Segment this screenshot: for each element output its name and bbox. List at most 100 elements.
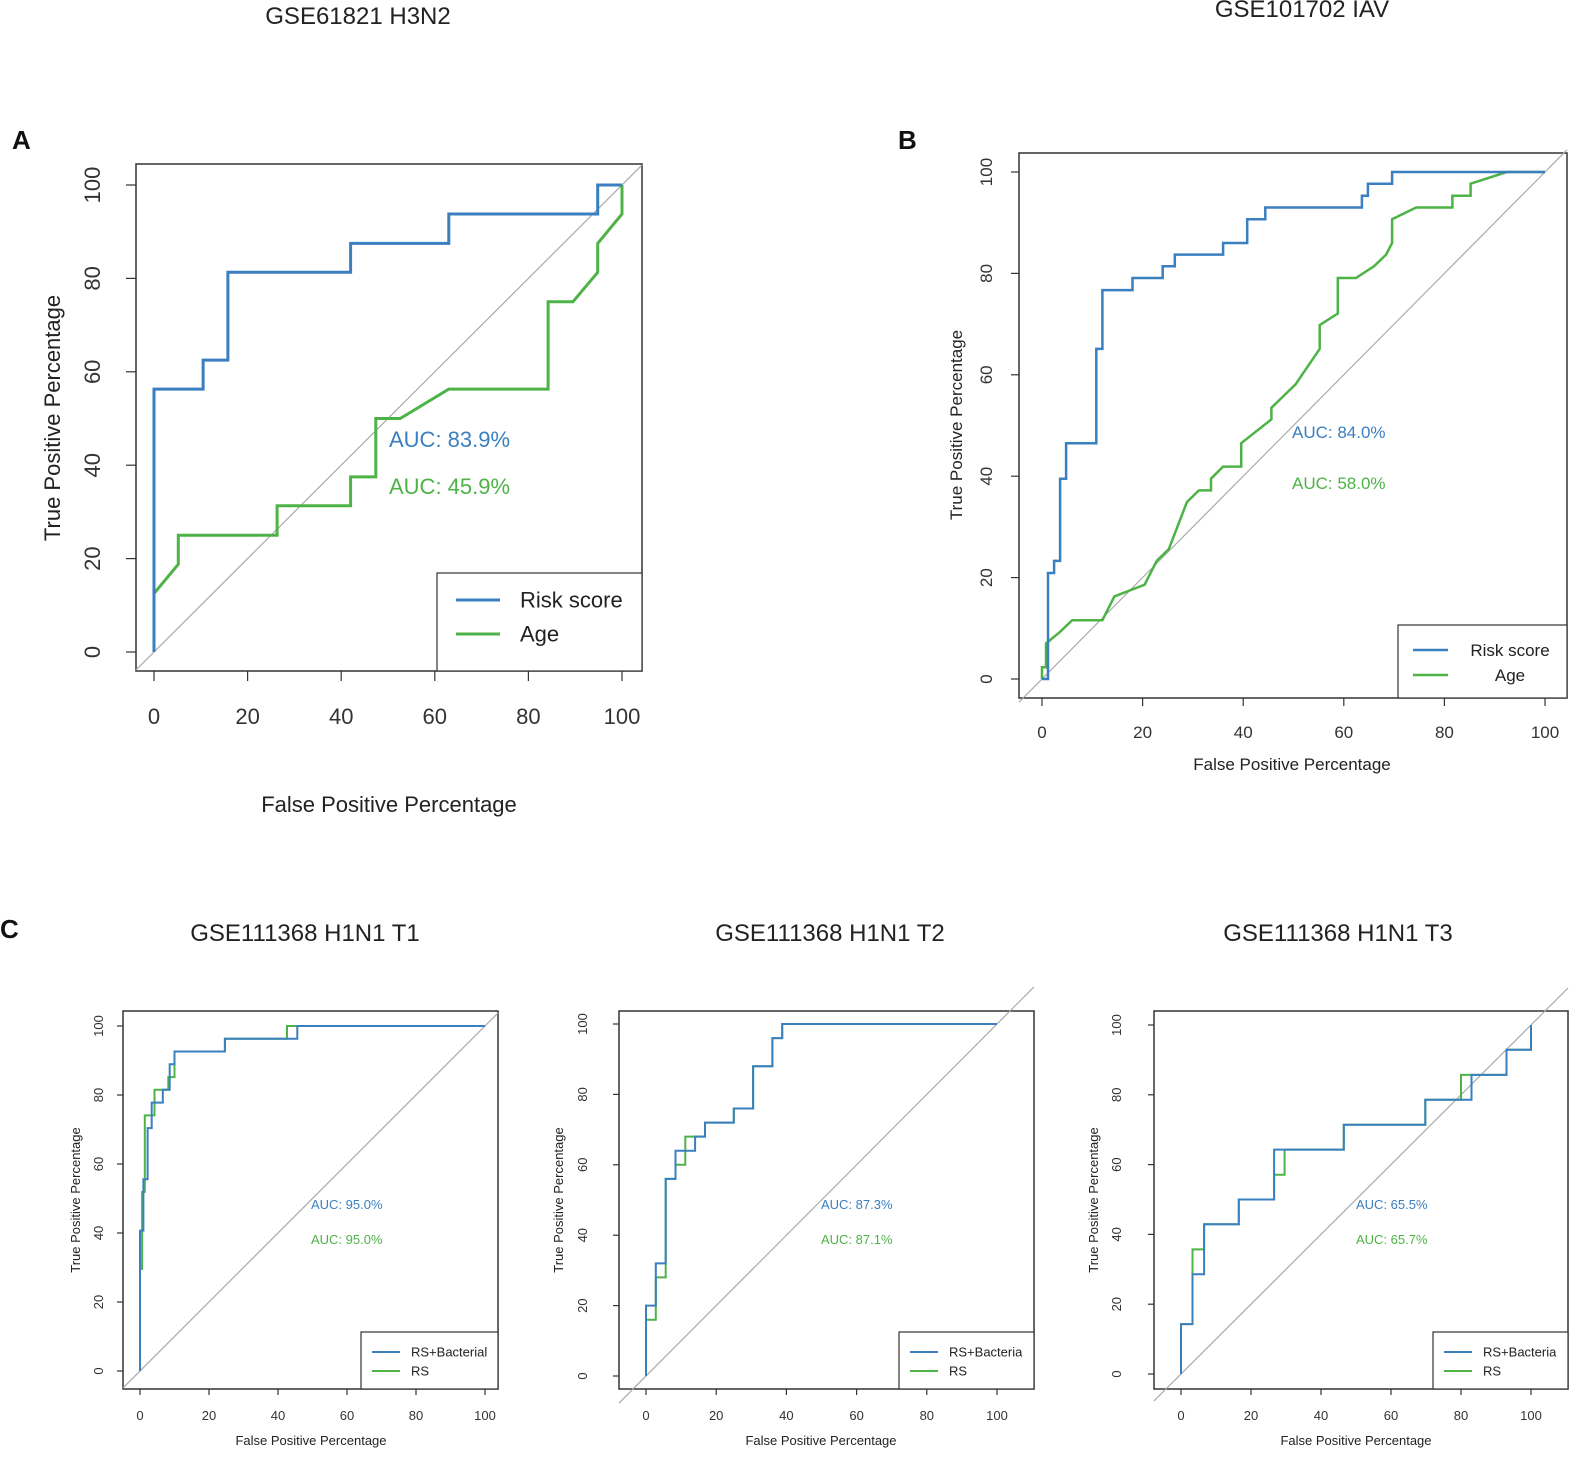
panel-label-a: A (12, 125, 31, 155)
chart-title: GSE111368 H1N1 T1 (190, 920, 419, 947)
x-axis-label: False Positive Percentage (1193, 755, 1391, 774)
roc-chart-b: GSE101702 IAV 0 20 40 60 80 100 0 20 40 60 80 100 Fal… (947, 0, 1568, 774)
x-axis-label: False Positive Percentage (1280, 1433, 1431, 1448)
auc-label: AUC: 65.5% (1356, 1197, 1428, 1212)
roc-curve-series-1 (139, 1025, 485, 1371)
y-tick-label: 0 (977, 674, 996, 683)
chart-title: GSE111368 H1N1 T3 (1223, 920, 1452, 947)
plot-frame (135, 163, 643, 672)
legend-entry: Age (520, 622, 559, 647)
x-tick-label: 40 (271, 1408, 285, 1423)
y-tick-label: 20 (1109, 1297, 1124, 1311)
roc-curve-series-1 (1042, 170, 1545, 681)
legend-entry: RS+Bacteria (949, 1345, 1023, 1360)
x-tick-label: 80 (516, 704, 540, 729)
roc-curve-series-1 (152, 183, 622, 652)
chart-title: GSE61821 H3N2 (265, 3, 450, 30)
x-axis-label: False Positive Percentage (745, 1433, 896, 1448)
auc-label: AUC: 58.0% (1292, 474, 1386, 493)
legend-box (1432, 1331, 1569, 1390)
roc-curve-series-1 (1180, 1025, 1532, 1374)
x-tick-label: 100 (474, 1408, 496, 1423)
x-tick-label: 0 (1037, 723, 1046, 742)
y-tick-label: 0 (575, 1372, 590, 1379)
chart-title: GSE101702 IAV (1215, 0, 1389, 23)
panel-label-b: B (898, 125, 917, 155)
x-tick-label: 60 (340, 1408, 354, 1423)
roc-curve-series-1 (645, 1023, 997, 1376)
legend-entry: RS (411, 1364, 429, 1379)
roc-curve-series-2 (152, 185, 624, 652)
y-tick-label: 40 (1109, 1227, 1124, 1241)
x-tick-label: 20 (1133, 723, 1152, 742)
reference-diagonal (1153, 987, 1569, 1402)
auc-label: AUC: 87.3% (821, 1197, 893, 1212)
x-tick-label: 100 (604, 704, 641, 729)
x-tick-label: 80 (1454, 1408, 1468, 1423)
x-tick-label: 40 (329, 704, 353, 729)
y-tick-label: 100 (977, 158, 996, 186)
x-tick-label: 100 (1520, 1408, 1542, 1423)
y-tick-label: 60 (977, 365, 996, 384)
legend-box (360, 1331, 499, 1390)
y-axis-label: True Positive Percentage (68, 1127, 83, 1272)
legend-box (898, 1331, 1035, 1390)
y-tick-label: 80 (80, 266, 105, 290)
auc-label: AUC: 87.1% (821, 1232, 893, 1247)
y-axis-label: True Positive Percentage (947, 330, 966, 520)
x-tick-label: 20 (202, 1408, 216, 1423)
y-tick-label: 60 (575, 1158, 590, 1172)
y-tick-label: 20 (91, 1295, 106, 1309)
y-tick-label: 80 (1109, 1088, 1124, 1102)
x-tick-label: 40 (1314, 1408, 1328, 1423)
y-axis-label: True Positive Percentage (40, 295, 65, 541)
x-tick-label: 100 (1531, 723, 1559, 742)
x-tick-label: 60 (423, 704, 447, 729)
legend-entry: RS+Bacteria (1483, 1345, 1557, 1360)
reference-diagonal (618, 986, 1035, 1404)
auc-label: AUC: 84.0% (1292, 423, 1386, 442)
auc-label: AUC: 95.0% (311, 1197, 383, 1212)
x-tick-label: 80 (409, 1408, 423, 1423)
x-tick-label: 80 (1435, 723, 1454, 742)
plot-frame (1153, 1010, 1569, 1390)
legend-entry: Risk score (520, 588, 623, 613)
y-tick-label: 80 (977, 264, 996, 283)
x-axis-label: False Positive Percentage (235, 1433, 386, 1448)
y-tick-label: 40 (91, 1226, 106, 1240)
panel-label-c: C (0, 914, 19, 944)
roc-chart-a: GSE61821 H3N2 0 20 40 60 80 100 0 20 40 60 80 100 Fal… (40, 3, 643, 817)
x-tick-label: 80 (920, 1408, 934, 1423)
x-tick-label: 60 (1384, 1408, 1398, 1423)
x-tick-label: 40 (779, 1408, 793, 1423)
x-tick-label: 20 (1244, 1408, 1258, 1423)
auc-label: AUC: 95.0% (311, 1232, 383, 1247)
legend-box (1397, 624, 1568, 699)
auc-label: AUC: 65.7% (1356, 1232, 1428, 1247)
y-tick-label: 60 (1109, 1157, 1124, 1171)
y-tick-label: 0 (80, 646, 105, 658)
y-tick-label: 40 (80, 453, 105, 477)
x-tick-label: 40 (1234, 723, 1253, 742)
chart-title: GSE111368 H1N1 T2 (715, 920, 944, 947)
roc-chart-c2: GSE111368 H1N1 T2 0 20 40 60 80 100 0 20 40 60 80 10… (551, 920, 1035, 1448)
x-tick-label: 20 (709, 1408, 723, 1423)
x-tick-label: 0 (1177, 1408, 1184, 1423)
y-tick-label: 20 (80, 546, 105, 570)
x-tick-label: 60 (1334, 723, 1353, 742)
y-tick-label: 0 (91, 1367, 106, 1374)
legend-entry: RS (1483, 1364, 1501, 1379)
plot-frame (122, 1010, 499, 1390)
roc-curve-series-2 (1040, 170, 1545, 679)
y-tick-label: 60 (91, 1157, 106, 1171)
legend-entry: RS+Bacterial (411, 1345, 487, 1360)
roc-chart-c3: GSE111368 H1N1 T3 0 20 40 60 80 100 0 20 40 60 80 10… (1086, 920, 1569, 1448)
y-tick-label: 100 (91, 1015, 106, 1037)
y-tick-label: 0 (1109, 1370, 1124, 1377)
x-tick-label: 100 (986, 1408, 1008, 1423)
reference-diagonal (122, 1012, 499, 1389)
x-axis-label: False Positive Percentage (261, 792, 517, 817)
plot-frame (618, 1010, 1035, 1390)
x-tick-label: 0 (136, 1408, 143, 1423)
